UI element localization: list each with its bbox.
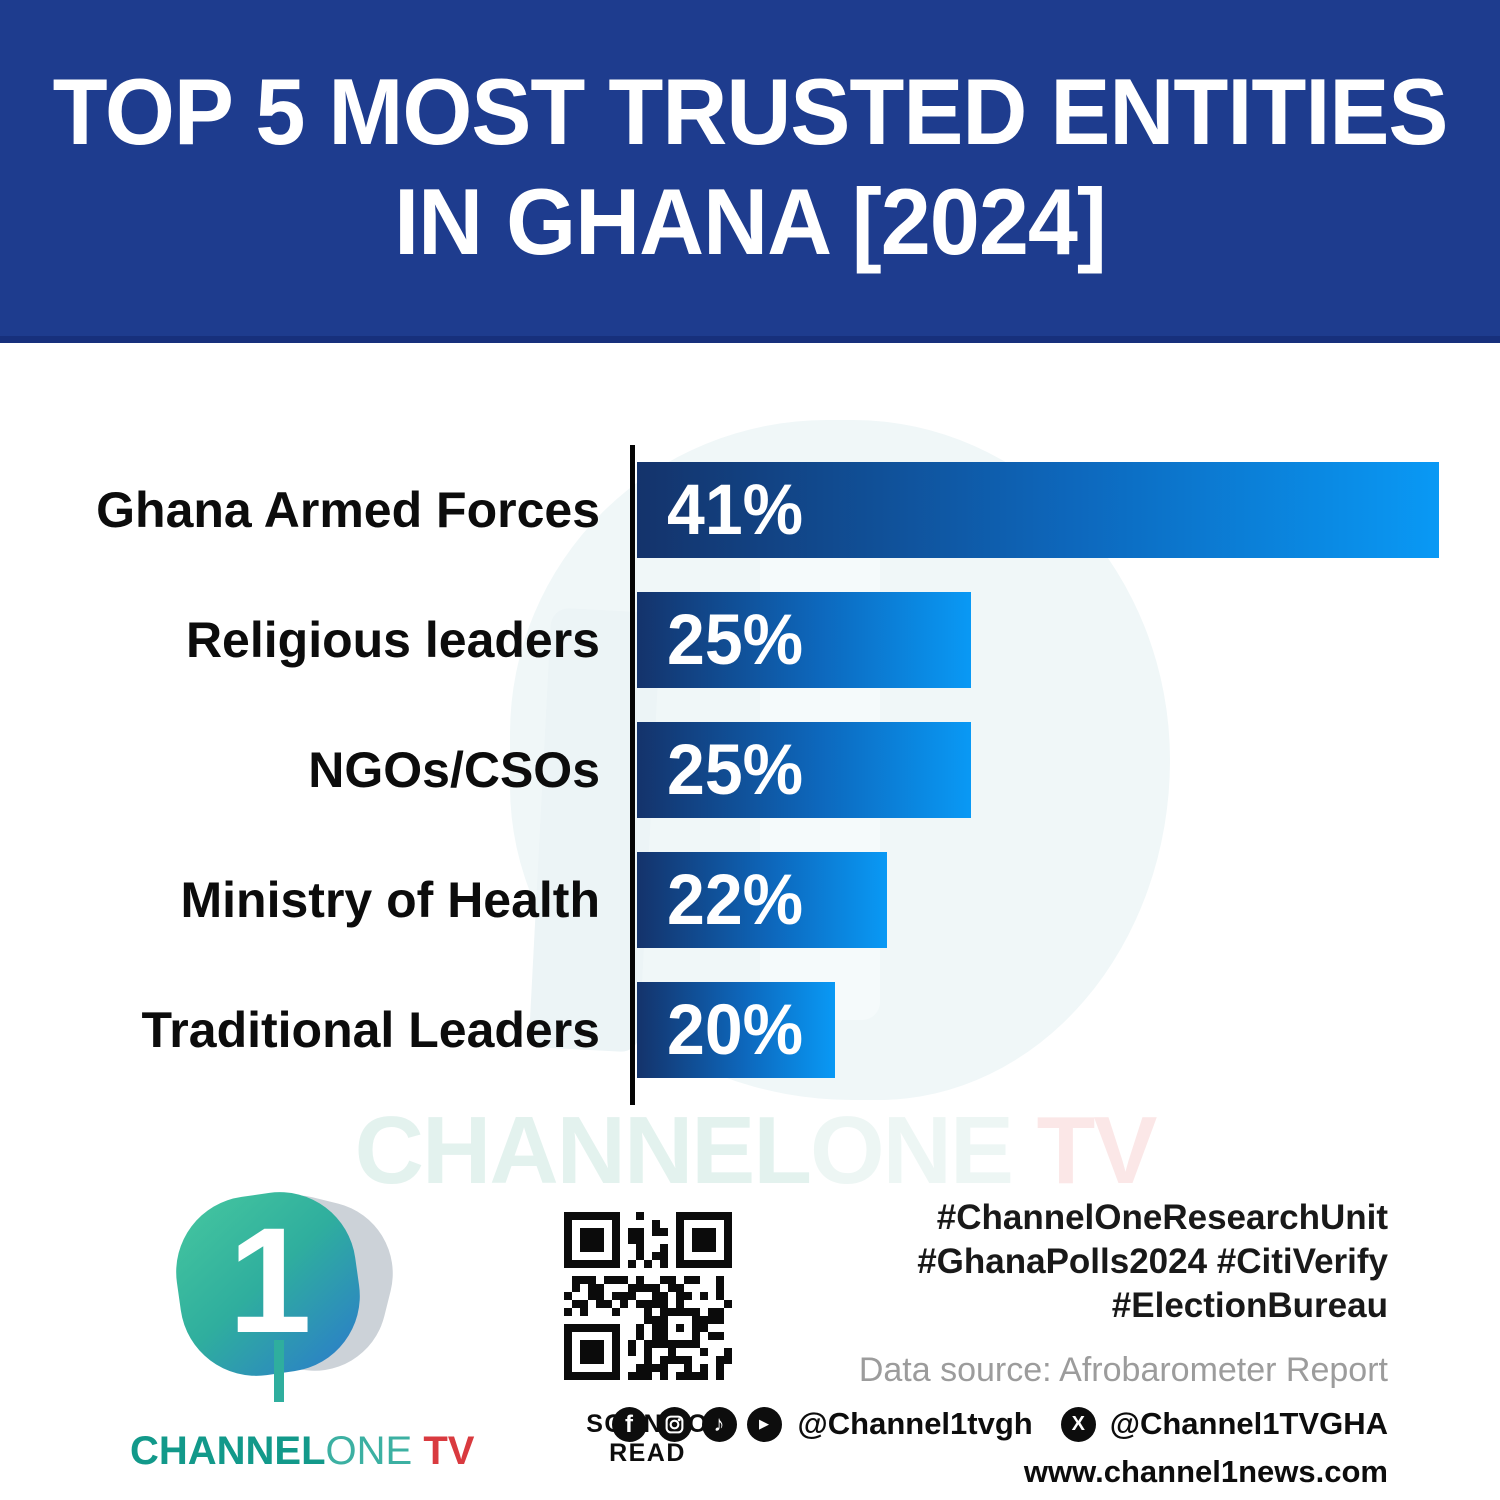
- bar-category-label: Traditional Leaders: [141, 1002, 600, 1058]
- footer-info-column: #ChannelOneResearchUnit #GhanaPolls2024 …: [611, 1196, 1388, 1490]
- bar: 20%: [637, 982, 835, 1078]
- logo-numeral: 1: [228, 1196, 311, 1364]
- bar-value-label: 25%: [667, 730, 804, 810]
- bar-category-label: Ministry of Health: [180, 872, 600, 928]
- bar-value-label: 41%: [667, 470, 804, 550]
- bar-row: Traditional Leaders 20%: [0, 982, 1500, 1078]
- watermark-part1: CHANNEL: [354, 1097, 812, 1204]
- watermark-part2: ONE: [809, 1097, 1014, 1204]
- bar: 25%: [637, 592, 971, 688]
- bar-value-label: 22%: [667, 860, 804, 940]
- tiktok-icon: ♪: [701, 1406, 737, 1442]
- bar-category-label: Religious leaders: [185, 612, 600, 668]
- header-banner: TOP 5 MOST TRUSTED ENTITIES IN GHANA [20…: [0, 0, 1500, 343]
- watermark-text: CHANNELONE TV: [354, 1096, 1158, 1206]
- bar-row: Religious leaders 25%: [0, 592, 1500, 688]
- logo-numeral-tail: [274, 1340, 284, 1402]
- instagram-icon: [656, 1406, 692, 1442]
- bar: 41%: [637, 462, 1439, 558]
- bar: 25%: [637, 722, 971, 818]
- social-handle-1: @Channel1tvgh: [797, 1406, 1033, 1441]
- bar-value-label: 25%: [667, 600, 804, 680]
- brand-part3: TV: [412, 1429, 475, 1473]
- chart-axis: [630, 445, 635, 1105]
- hashtag-line: #ChannelOneResearchUnit: [936, 1198, 1388, 1237]
- page-title-line1: TOP 5 MOST TRUSTED ENTITIES: [52, 61, 1449, 165]
- logo-pebble-graphic: 1: [176, 1192, 393, 1402]
- data-source: Data source: Afrobarometer Report: [858, 1351, 1388, 1389]
- qr-block: SCAN TO READ: [545, 1196, 750, 1468]
- website-url: www.channel1news.com: [1023, 1454, 1388, 1489]
- bar-value-label: 20%: [667, 990, 804, 1070]
- brand-wordmark: CHANNELONE TV: [130, 1429, 474, 1474]
- brand-part1: CHANNEL: [130, 1429, 326, 1473]
- hashtag-line: #ElectionBureau: [1111, 1286, 1388, 1325]
- brand-part2: ONE: [325, 1429, 413, 1473]
- youtube-icon: ▶: [746, 1406, 782, 1442]
- bar-row: Ghana Armed Forces 41%: [0, 462, 1500, 558]
- qr-code: [547, 1196, 748, 1396]
- social-handle-2: @Channel1TVGHA: [1109, 1406, 1388, 1441]
- page-title-line2: IN GHANA [2024]: [394, 171, 1107, 275]
- logo-pebble: [176, 1192, 360, 1376]
- qr-caption: SCAN TO READ: [586, 1410, 709, 1467]
- social-row: f ♪ ▶ @Channel1tvgh X @Channel1TVGHA: [611, 1406, 1388, 1442]
- facebook-icon: f: [611, 1406, 647, 1442]
- bar-row: NGOs/CSOs 25%: [0, 722, 1500, 818]
- hashtag-line: #GhanaPolls2024 #CitiVerify: [917, 1242, 1388, 1281]
- channel-one-logo: 1 CHANNELONE TV: [130, 1190, 474, 1474]
- x-icon: X: [1060, 1406, 1096, 1442]
- bar-row: Ministry of Health 22%: [0, 852, 1500, 948]
- bar-category-label: NGOs/CSOs: [308, 742, 600, 798]
- watermark-part3: TV: [1012, 1097, 1158, 1204]
- bar: 22%: [637, 852, 887, 948]
- bar-category-label: Ghana Armed Forces: [96, 482, 600, 538]
